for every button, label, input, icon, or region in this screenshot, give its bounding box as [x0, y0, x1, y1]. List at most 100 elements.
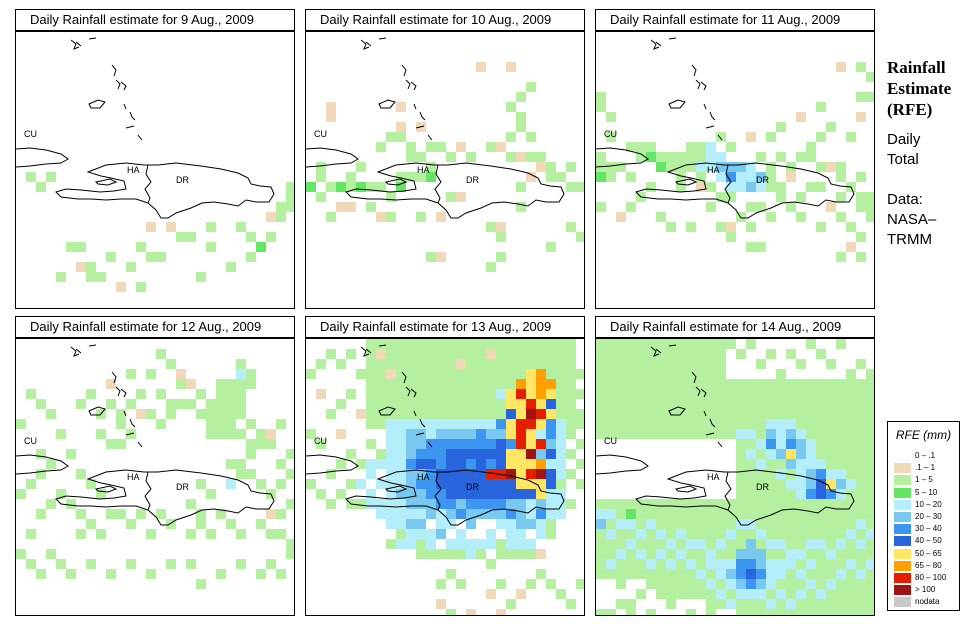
legend-label: 10 – 20 — [915, 499, 942, 509]
rainfall-cell — [386, 419, 396, 429]
rainfall-cell — [536, 349, 546, 359]
rainfall-cell — [216, 509, 226, 519]
rainfall-cell — [166, 399, 176, 409]
rainfall-cell — [766, 419, 776, 429]
rainfall-cell — [66, 242, 76, 252]
rainfall-cell — [346, 182, 356, 192]
rainfall-cell — [746, 439, 756, 449]
rainfall-cell — [856, 569, 866, 579]
legend-title: RFE (mm) — [895, 428, 952, 442]
rainfall-cell — [446, 479, 456, 489]
legend-label: 20 – 30 — [915, 512, 942, 521]
rainfall-cell — [836, 419, 846, 429]
rainfall-cell — [496, 549, 506, 559]
rainfall-cell — [486, 399, 496, 409]
rainfall-cell — [826, 599, 836, 609]
rainfall-cell — [836, 379, 846, 389]
rainfall-cell — [716, 399, 726, 409]
rainfall-cell — [696, 389, 706, 399]
rainfall-cell — [356, 479, 366, 489]
rainfall-cell — [606, 519, 616, 529]
rainfall-cell — [846, 609, 856, 615]
rainfall-cell — [526, 439, 536, 449]
rainfall-cell — [396, 489, 406, 499]
rainfall-cell — [746, 419, 756, 429]
rainfall-cell — [656, 349, 666, 359]
rainfall-cell — [686, 162, 696, 172]
rainfall-cell — [336, 359, 346, 369]
rainfall-cell — [456, 499, 466, 509]
rainfall-cell — [626, 529, 636, 539]
rainfall-cell — [386, 449, 396, 459]
cuba-coastline — [16, 454, 69, 475]
rainfall-cell — [626, 399, 636, 409]
bahamas-coastline — [115, 386, 121, 397]
rainfall-cell — [276, 202, 286, 212]
rainfall-cell — [516, 439, 526, 449]
rainfall-cell — [396, 359, 406, 369]
rainfall-cell — [796, 439, 806, 449]
rainfall-cell — [516, 369, 526, 379]
rainfall-cell — [526, 419, 536, 429]
rainfall-cell — [546, 359, 556, 369]
rainfall-cell — [366, 469, 376, 479]
rainfall-cell — [676, 172, 686, 182]
rainfall-cell — [596, 369, 606, 379]
rainfall-cell — [836, 599, 846, 609]
rainfall-cell — [676, 359, 686, 369]
rainfall-cell — [416, 519, 426, 529]
rainfall-cell — [476, 369, 486, 379]
rainfall-cell — [76, 529, 86, 539]
island-coastline — [137, 441, 143, 448]
rainfall-cell — [646, 559, 656, 569]
rainfall-cell — [786, 459, 796, 469]
rainfall-cell — [766, 459, 776, 469]
rainfall-cell — [676, 379, 686, 389]
rainfall-cell — [366, 182, 376, 192]
rainfall-cell — [96, 489, 106, 499]
rainfall-cell — [796, 152, 806, 162]
rainfall-cell — [416, 529, 426, 539]
rainfall-cell — [536, 419, 546, 429]
rainfall-cell — [766, 409, 776, 419]
rainfall-cell — [406, 359, 416, 369]
rainfall-cell — [516, 152, 526, 162]
rainfall-cell — [616, 509, 626, 519]
rainfall-cell — [386, 539, 396, 549]
legend-swatch — [894, 512, 911, 522]
island-coastline — [75, 41, 82, 47]
rainfall-map: CU HA DR — [305, 31, 585, 309]
haiti-label: HA — [707, 472, 720, 482]
rainfall-cell — [486, 469, 496, 479]
rainfall-cell — [416, 419, 426, 429]
rainfall-cell — [846, 549, 856, 559]
island-coastline — [705, 125, 715, 129]
rainfall-cell — [486, 419, 496, 429]
rainfall-cell — [636, 369, 646, 379]
bahamas-coastline — [88, 344, 97, 347]
rainfall-cell — [796, 609, 806, 615]
rainfall-cell — [626, 369, 636, 379]
rainfall-cell — [576, 409, 584, 419]
rainfall-cell — [476, 449, 486, 459]
rainfall-cell — [686, 509, 696, 519]
rainfall-cell — [546, 379, 556, 389]
rainfall-cell — [566, 449, 576, 459]
rainfall-cell — [546, 162, 556, 172]
rainfall-cell — [416, 459, 426, 469]
rainfall-cell — [556, 469, 566, 479]
rainfall-cell — [746, 469, 756, 479]
rainfall-cell — [166, 222, 176, 232]
rainfall-cell — [466, 459, 476, 469]
rainfall-cell — [326, 469, 336, 479]
rainfall-cell — [816, 479, 826, 489]
rainfall-cell — [756, 479, 766, 489]
rainfall-cell — [706, 499, 716, 509]
rainfall-cell — [476, 399, 486, 409]
rainfall-cell — [706, 529, 716, 539]
rainfall-cell — [656, 152, 666, 162]
rainfall-cell — [126, 369, 136, 379]
rainfall-cell — [786, 202, 796, 212]
rainfall-cell — [436, 489, 446, 499]
